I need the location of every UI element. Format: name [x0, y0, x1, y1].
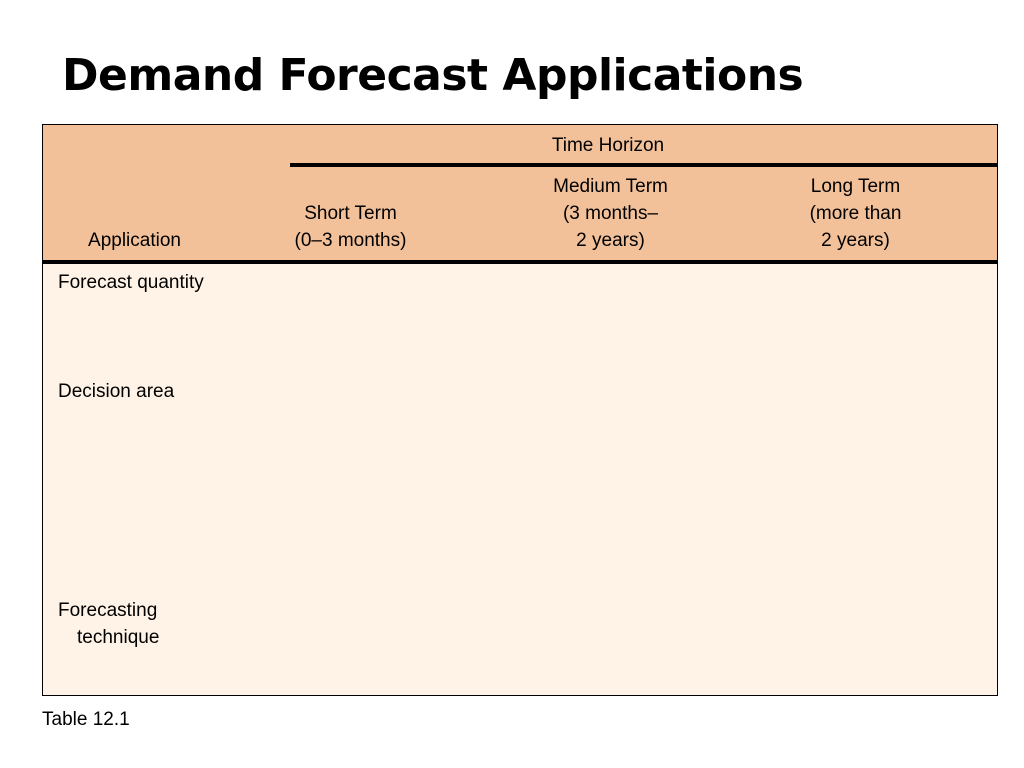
long-term-range-end: 2 years) — [821, 230, 890, 251]
forecast-applications-table: Time Horizon Application Short Term (0–3… — [42, 124, 998, 696]
row-label-decision-area: Decision area — [58, 381, 175, 402]
medium-term-range-end: 2 years) — [576, 230, 645, 251]
table-caption: Table 12.1 — [42, 709, 130, 730]
row-label-forecast-quantity: Forecast quantity — [58, 272, 204, 293]
table-header — [43, 125, 997, 261]
row-label-line: technique — [77, 627, 160, 648]
page-title: Demand Forecast Applications — [62, 50, 804, 101]
medium-term-column-header: Medium Term (3 months– 2 years) — [503, 173, 718, 254]
header-divider — [43, 260, 997, 264]
row-label-forecasting-technique: Forecasting technique — [58, 597, 159, 651]
short-term-column-header: Short Term (0–3 months) — [263, 200, 438, 254]
long-term-column-header: Long Term (more than 2 years) — [753, 173, 958, 254]
application-column-header: Application — [88, 230, 181, 251]
short-term-title: Short Term — [304, 203, 397, 224]
row-label-line: Forecasting — [58, 600, 158, 621]
short-term-range: (0–3 months) — [294, 230, 407, 251]
medium-term-range-start: (3 months– — [562, 203, 659, 224]
medium-term-title: Medium Term — [553, 176, 668, 197]
long-term-title: Long Term — [810, 176, 901, 197]
long-term-range-start: (more than — [809, 203, 902, 224]
time-horizon-rule — [290, 163, 997, 167]
time-horizon-header: Time Horizon — [551, 135, 665, 156]
